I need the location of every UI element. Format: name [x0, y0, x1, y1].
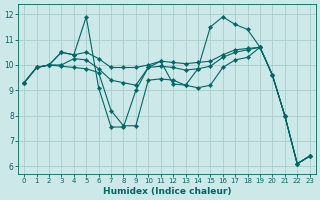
X-axis label: Humidex (Indice chaleur): Humidex (Indice chaleur) [103, 187, 231, 196]
